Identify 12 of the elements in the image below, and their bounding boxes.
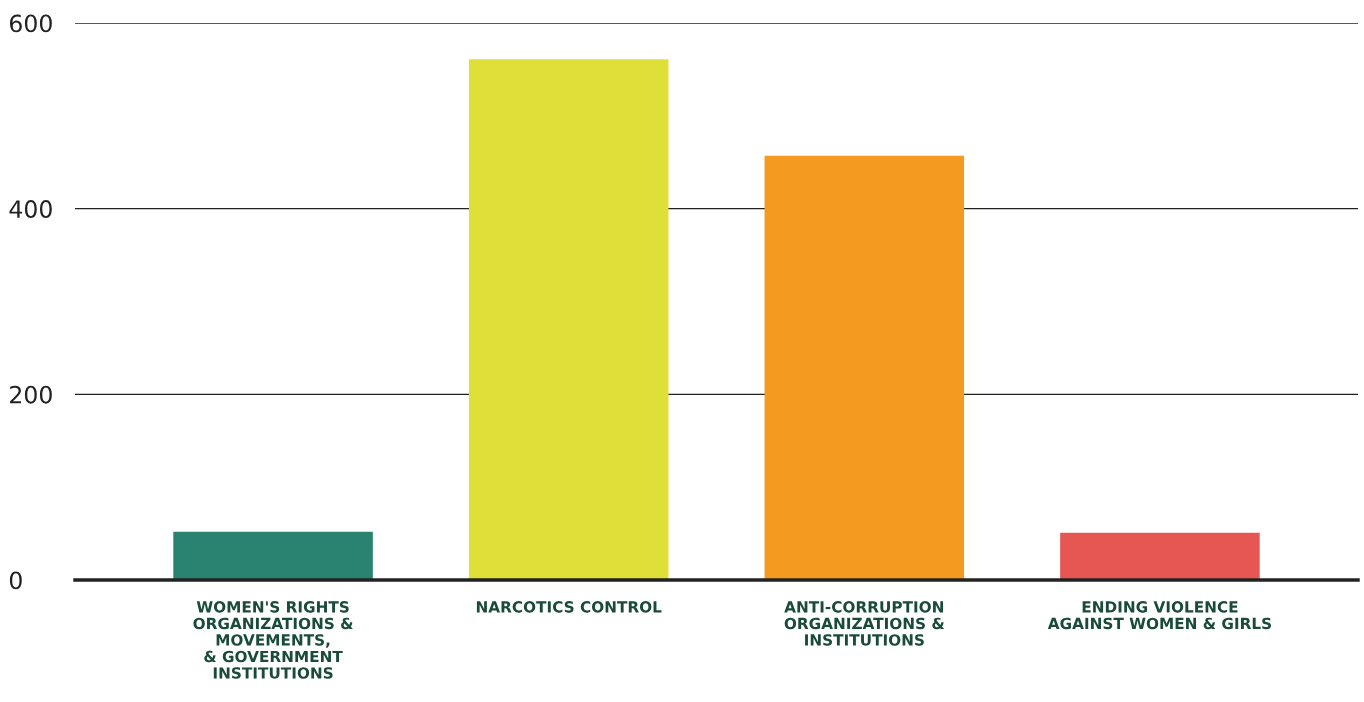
bar: [468, 59, 669, 580]
x-tick-label: ANTI-CORRUPTION ORGANIZATIONS & INSTITUTIONS: [784, 601, 945, 646]
bar: [173, 531, 373, 580]
y-tick-label: 400: [9, 200, 52, 218]
x-tick-label: WOMEN'S RIGHTS ORGANIZATIONS & MOVEMENTS, & GOVERNMENT INSTITUTIONS: [193, 601, 353, 679]
y-tick-label: 600: [9, 14, 52, 33]
y-tick-label: 200: [10, 385, 52, 404]
bar: [764, 155, 965, 580]
x-tick-label: NARCOTICS CONTROL: [476, 601, 662, 613]
y-tick-label: 0: [9, 571, 22, 590]
bar: [1060, 532, 1260, 580]
x-tick-label: ENDING VIOLENCE AGAINST WOMEN & GIRLS: [1047, 601, 1271, 630]
